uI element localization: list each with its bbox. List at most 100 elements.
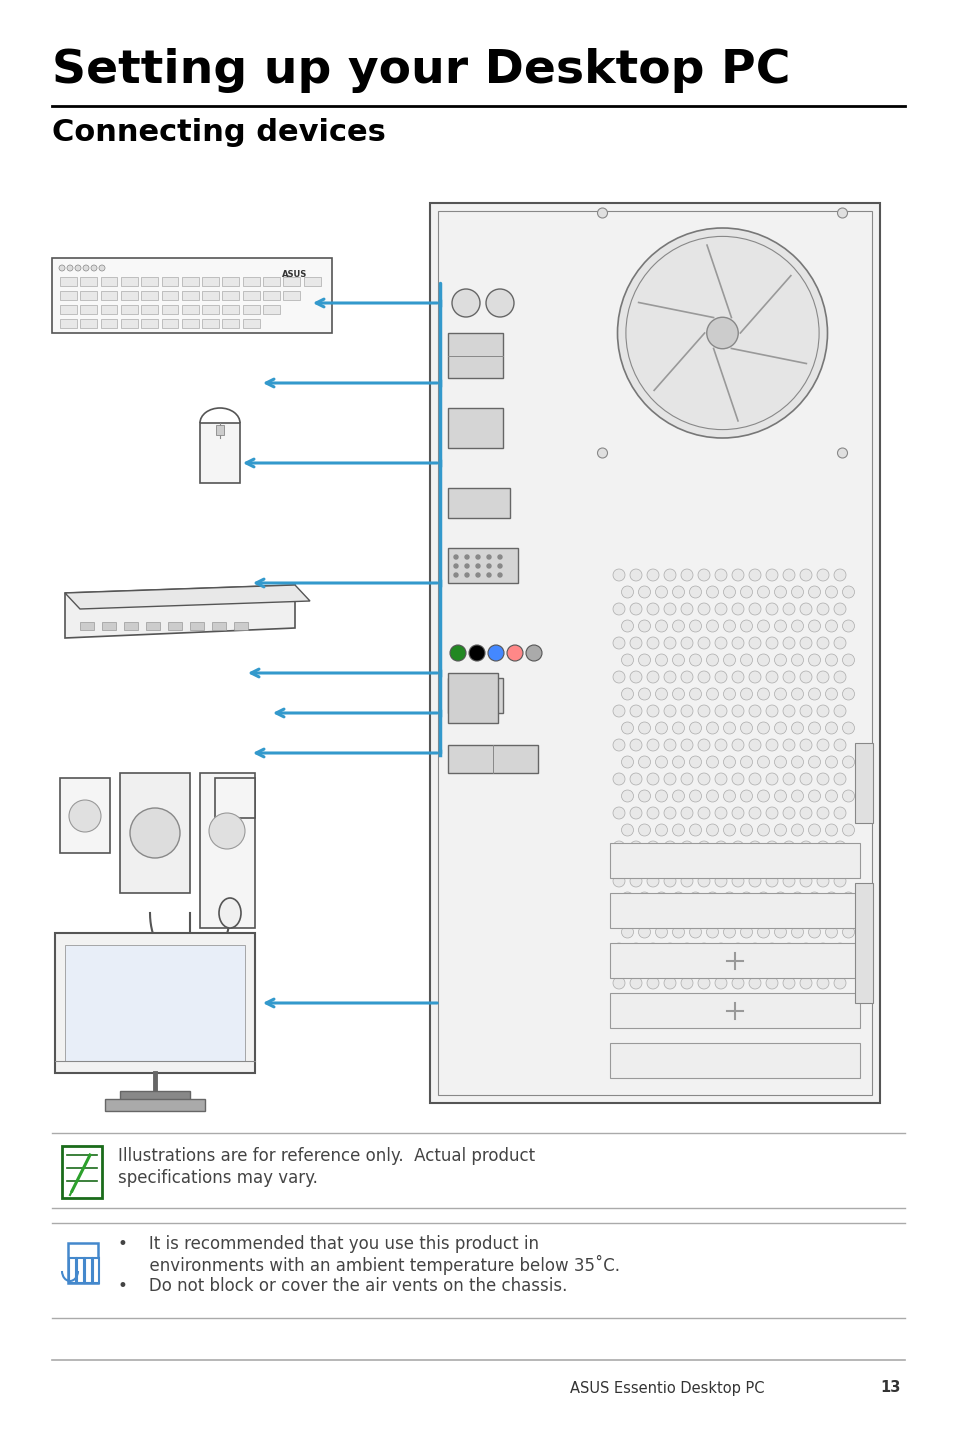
Circle shape [663,976,676,989]
Circle shape [740,789,752,802]
Circle shape [629,569,641,581]
Circle shape [59,265,65,270]
Circle shape [638,926,650,938]
Circle shape [748,705,760,718]
Circle shape [638,892,650,905]
Circle shape [689,892,700,905]
Circle shape [748,874,760,887]
Bar [448,548,517,582]
Bar [303,278,320,286]
Bar [80,278,97,286]
Bar [182,305,198,313]
Circle shape [714,637,726,649]
Circle shape [655,722,667,733]
Circle shape [765,807,778,820]
Circle shape [748,774,760,785]
Circle shape [464,572,469,577]
Circle shape [731,705,743,718]
Circle shape [655,892,667,905]
Circle shape [680,603,692,615]
Circle shape [807,858,820,870]
Bar [60,290,77,301]
Text: •    It is recommended that you use this product in: • It is recommended that you use this pr… [118,1235,538,1252]
Circle shape [698,774,709,785]
Circle shape [841,892,854,905]
Circle shape [485,289,514,316]
Circle shape [67,265,73,270]
Bar [448,334,502,378]
Bar [242,290,259,301]
Circle shape [841,926,854,938]
Circle shape [714,874,726,887]
Text: environments with an ambient temperature below 35˚C.: environments with an ambient temperature… [118,1255,619,1276]
Circle shape [672,654,684,666]
Bar [448,408,502,449]
Circle shape [748,976,760,989]
Circle shape [706,858,718,870]
Circle shape [629,705,641,718]
Bar [141,305,158,313]
Circle shape [646,672,659,683]
Circle shape [91,265,97,270]
Circle shape [740,687,752,700]
Circle shape [663,569,676,581]
Circle shape [731,976,743,989]
Circle shape [714,569,726,581]
Circle shape [714,909,726,920]
Circle shape [841,687,854,700]
Circle shape [833,603,845,615]
Circle shape [807,961,820,972]
Bar [222,290,239,301]
Text: ASUS: ASUS [282,270,307,279]
Circle shape [689,858,700,870]
Circle shape [680,841,692,853]
Circle shape [807,756,820,768]
Circle shape [722,961,735,972]
Circle shape [774,687,785,700]
Bar [60,305,77,313]
Circle shape [613,774,624,785]
Circle shape [672,961,684,972]
Circle shape [722,687,735,700]
Circle shape [497,555,501,559]
Circle shape [646,603,659,615]
Circle shape [620,892,633,905]
Circle shape [800,943,811,955]
Circle shape [824,858,837,870]
Circle shape [800,976,811,989]
Circle shape [646,774,659,785]
Circle shape [613,943,624,955]
Circle shape [791,620,802,631]
Circle shape [646,909,659,920]
Circle shape [613,874,624,887]
Circle shape [506,646,522,661]
Circle shape [613,976,624,989]
Circle shape [620,961,633,972]
Circle shape [731,874,743,887]
Circle shape [698,672,709,683]
Text: •    Do not block or cover the air vents on the chassis.: • Do not block or cover the air vents on… [118,1277,567,1296]
Circle shape [613,569,624,581]
Bar [448,487,510,518]
Bar [233,623,248,630]
Circle shape [731,807,743,820]
Circle shape [833,637,845,649]
Circle shape [800,603,811,615]
Circle shape [638,961,650,972]
Circle shape [791,858,802,870]
Circle shape [638,687,650,700]
Circle shape [672,756,684,768]
Circle shape [689,687,700,700]
Circle shape [765,909,778,920]
Circle shape [722,620,735,631]
Circle shape [782,943,794,955]
Bar [609,893,859,928]
Circle shape [638,654,650,666]
Circle shape [748,569,760,581]
Bar [182,290,198,301]
Circle shape [620,587,633,598]
Circle shape [613,807,624,820]
Circle shape [816,976,828,989]
Circle shape [698,739,709,751]
Circle shape [800,739,811,751]
